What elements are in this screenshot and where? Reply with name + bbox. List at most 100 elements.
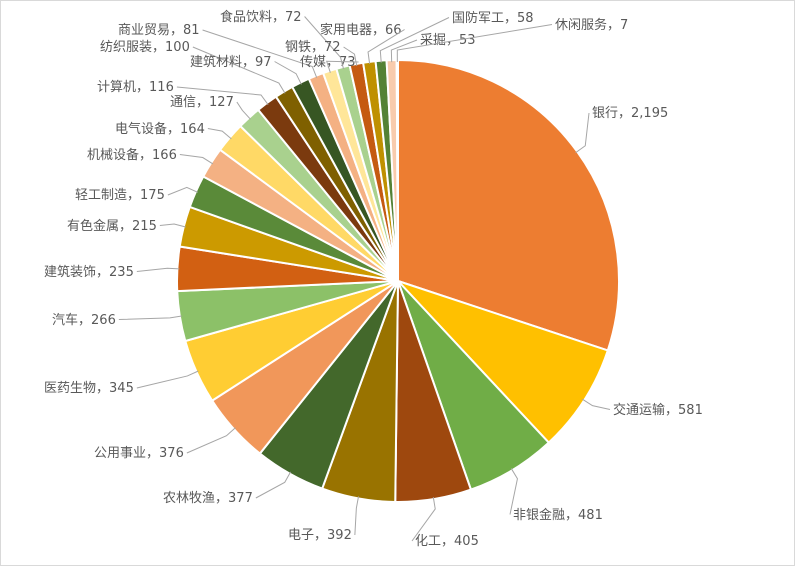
label-separator: ， xyxy=(196,95,209,110)
label-value: 53 xyxy=(459,33,476,48)
label-value: 164 xyxy=(180,122,205,137)
label-separator: ， xyxy=(311,40,324,55)
label-name: 采掘 xyxy=(420,33,446,48)
pie xyxy=(176,58,620,503)
label-separator: ， xyxy=(96,265,109,280)
label-name: 传媒 xyxy=(300,55,326,70)
data-label: 纺织服装，100 xyxy=(100,40,190,55)
leader-line xyxy=(118,315,182,320)
leader-line xyxy=(179,154,214,165)
data-label: 休闲服务，7 xyxy=(555,17,628,33)
label-separator: ， xyxy=(441,534,454,549)
data-label: 医药生物，345 xyxy=(44,381,134,396)
label-name: 电气设备 xyxy=(115,121,167,137)
label-separator: ， xyxy=(139,148,152,163)
label-separator: ， xyxy=(272,10,285,25)
label-separator: ， xyxy=(446,33,459,48)
label-separator: ， xyxy=(372,23,385,38)
leader-line xyxy=(343,46,358,67)
label-separator: ， xyxy=(152,40,165,55)
data-label: 轻工制造，175 xyxy=(75,188,165,203)
label-value: 266 xyxy=(91,313,116,328)
label-value: 7 xyxy=(620,18,628,33)
data-label: 家用电器，66 xyxy=(320,22,402,38)
label-separator: ， xyxy=(215,491,228,506)
leader-line xyxy=(379,17,450,63)
data-label: 化工，405 xyxy=(415,534,479,549)
slice xyxy=(395,58,399,282)
label-name: 机械设备 xyxy=(87,147,139,163)
data-label: 电气设备，164 xyxy=(115,121,205,137)
data-label: 交通运输，581 xyxy=(613,402,703,418)
label-name: 商业贸易 xyxy=(118,23,170,38)
data-label: 采掘，53 xyxy=(420,33,476,48)
leader-line xyxy=(202,29,318,78)
data-label: 建筑装饰，235 xyxy=(44,264,134,280)
label-value: 72 xyxy=(324,40,341,55)
leader-line xyxy=(411,497,436,542)
label-name: 汽车 xyxy=(52,312,78,328)
label-value: 100 xyxy=(165,40,190,55)
leader-line xyxy=(325,60,359,73)
label-separator: ， xyxy=(119,219,132,234)
label-name: 休闲服务 xyxy=(555,17,607,33)
leader-line xyxy=(396,24,553,63)
label-value: 72 xyxy=(285,10,302,25)
label-name: 医药生物 xyxy=(44,381,96,396)
data-label: 非银金融，481 xyxy=(513,507,603,523)
label-name: 非银金融 xyxy=(513,507,565,523)
label-name: 食品饮料 xyxy=(220,9,272,25)
label-name: 钢铁 xyxy=(285,40,311,55)
label-separator: ， xyxy=(96,381,109,396)
label-separator: ， xyxy=(136,80,149,95)
leader-line xyxy=(136,267,180,272)
leader-line xyxy=(390,39,418,63)
label-name: 国防军工 xyxy=(452,10,504,26)
label-separator: ， xyxy=(607,18,620,33)
label-value: 175 xyxy=(140,188,165,203)
data-label: 国防军工，58 xyxy=(452,10,534,26)
label-name: 银行 xyxy=(592,106,618,121)
label-separator: ， xyxy=(618,106,631,121)
leader-line xyxy=(354,496,360,536)
label-name: 通信 xyxy=(170,95,196,110)
leader-line xyxy=(176,86,269,105)
leader-line xyxy=(304,16,344,70)
leader-line xyxy=(274,61,302,85)
data-label: 计算机，116 xyxy=(97,80,174,95)
leader-line xyxy=(575,112,590,154)
label-name: 轻工制造 xyxy=(75,188,127,203)
label-value: 116 xyxy=(149,80,174,95)
label-separator: ， xyxy=(242,55,255,70)
data-label: 商业贸易，81 xyxy=(118,23,200,38)
label-separator: ， xyxy=(326,55,339,70)
leader-line xyxy=(509,468,518,515)
label-name: 交通运输 xyxy=(613,402,665,418)
label-name: 家用电器 xyxy=(320,22,372,38)
label-value: 81 xyxy=(183,23,200,38)
label-value: 345 xyxy=(109,381,134,396)
leader-line xyxy=(192,46,286,94)
label-name: 建筑装饰 xyxy=(44,264,96,280)
data-label: 通信，127 xyxy=(170,95,234,110)
data-label: 银行，2,195 xyxy=(592,106,668,121)
label-separator: ， xyxy=(565,508,578,523)
leader-line xyxy=(186,427,236,454)
label-separator: ， xyxy=(170,23,183,38)
data-label: 电子，392 xyxy=(288,528,352,543)
label-value: 377 xyxy=(228,491,253,506)
label-value: 166 xyxy=(152,148,177,163)
label-value: 405 xyxy=(454,534,479,549)
label-name: 电子 xyxy=(288,528,314,543)
leader-line xyxy=(236,101,251,120)
leader-line xyxy=(582,398,611,410)
label-value: 66 xyxy=(385,23,402,38)
label-separator: ， xyxy=(665,403,678,418)
data-label: 农林牧渔，377 xyxy=(163,491,253,506)
label-name: 公用事业 xyxy=(94,446,146,461)
data-label: 食品饮料，72 xyxy=(220,9,302,25)
data-label: 建筑材料，97 xyxy=(190,54,272,70)
leader-line xyxy=(255,471,292,499)
